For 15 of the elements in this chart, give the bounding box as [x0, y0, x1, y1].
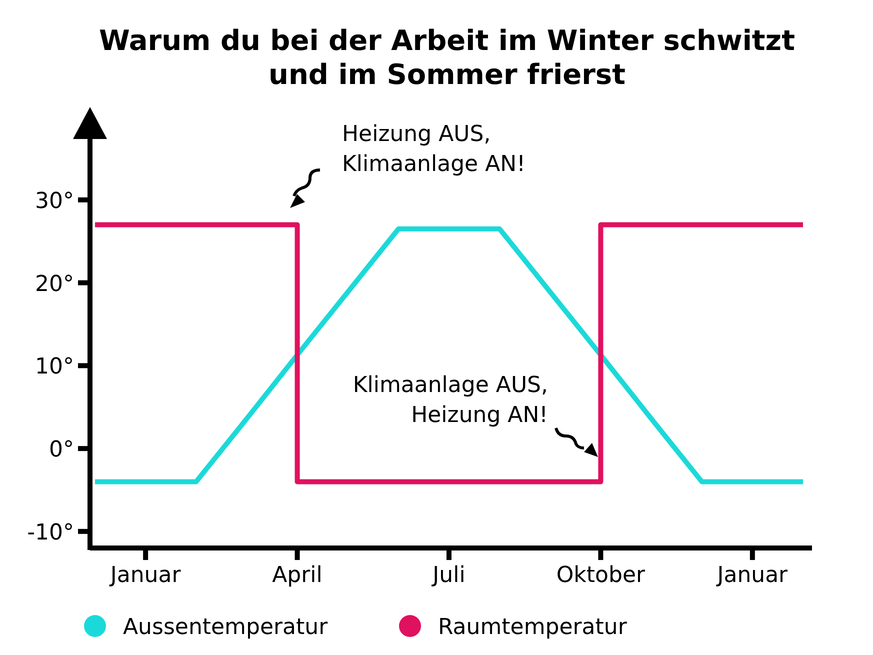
x-tick-label: Oktober	[556, 563, 646, 588]
legend-label: Aussentemperatur	[123, 615, 329, 640]
x-tick-label: Januar	[108, 563, 182, 588]
y-tick-label: 10°	[35, 354, 74, 380]
y-tick-label: -10°	[27, 520, 74, 546]
annotation: Heizung AUS, Klimaanlage AN!	[342, 122, 526, 177]
annotation: Klimaanlage AUS, Heizung AN!	[352, 373, 548, 428]
x-tick-label: Januar	[715, 563, 789, 588]
x-tick-label: April	[272, 563, 322, 588]
y-tick-label: 30°	[35, 188, 74, 214]
y-tick-label: 0°	[49, 438, 74, 463]
chart-title: Warum du bei der Arbeit im Winter schwitzt und im Sommer frierst	[99, 24, 795, 91]
legend-label: Raumtemperatur	[438, 615, 628, 640]
x-tick-label: Juli	[430, 563, 466, 588]
y-tick-label: 20°	[35, 272, 74, 297]
